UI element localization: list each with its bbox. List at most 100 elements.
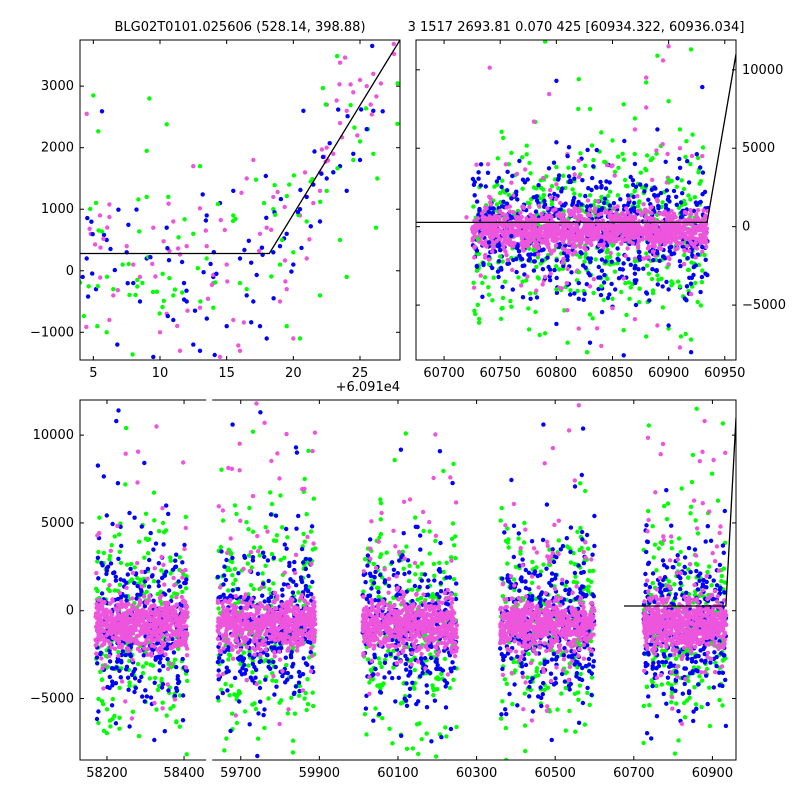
season-data-point xyxy=(490,298,495,303)
zoom-data-point xyxy=(324,188,329,193)
season-data-point xyxy=(607,292,612,297)
zoom-data-point xyxy=(317,293,323,298)
season-data-point xyxy=(646,197,651,202)
season-data-point xyxy=(648,157,653,163)
season-data-point xyxy=(679,214,685,219)
season-data-point xyxy=(678,334,684,339)
all-data-point xyxy=(107,674,113,680)
all-data-point xyxy=(250,429,256,434)
season-data-point xyxy=(566,250,572,255)
season-data-point xyxy=(658,211,664,216)
zoom-data-point xyxy=(80,280,83,285)
all-data-point xyxy=(160,700,165,705)
season-data-point xyxy=(625,193,631,198)
all-data-point xyxy=(253,675,258,680)
zoom-data-point xyxy=(96,228,101,233)
season-data-point xyxy=(520,246,525,251)
all-data-point xyxy=(94,624,99,629)
zoom-data-point xyxy=(111,287,116,292)
all-data-point xyxy=(225,688,230,693)
season-data-point xyxy=(682,210,688,215)
all-data-point xyxy=(117,726,122,731)
season-data-point xyxy=(571,231,576,236)
season-x-tick-label: 60700 xyxy=(423,366,464,381)
zoom-data-point xyxy=(352,125,357,130)
season-data-point xyxy=(635,193,640,199)
season-data-point xyxy=(472,245,477,250)
all-data-point xyxy=(269,501,275,507)
season-data-point xyxy=(698,289,703,295)
all-data-point xyxy=(161,643,166,648)
season-data-point xyxy=(531,268,537,273)
season-data-point xyxy=(486,262,492,267)
zoom-data-point xyxy=(261,200,267,206)
all-data-point xyxy=(255,571,261,576)
zoom-data-point xyxy=(90,232,95,237)
all-data-point xyxy=(267,587,272,592)
season-data-point xyxy=(554,290,560,295)
season-data-point xyxy=(526,252,531,257)
season-data-point xyxy=(593,257,598,262)
season-data-point xyxy=(671,237,676,243)
season-data-point xyxy=(686,180,692,185)
zoom-data-point xyxy=(351,90,356,95)
zoom-data-point xyxy=(154,289,160,294)
all-data-point xyxy=(235,586,241,592)
season-data-point xyxy=(587,207,593,212)
zoom-data-point xyxy=(319,171,324,176)
all-data-point xyxy=(148,530,153,536)
zoom-data-point xyxy=(107,317,112,323)
all-data-point xyxy=(129,672,135,677)
season-data-point xyxy=(643,209,648,214)
zoom-data-point xyxy=(209,282,215,288)
season-data-point xyxy=(594,326,600,331)
season-data-point xyxy=(542,215,547,221)
season-data-point xyxy=(474,162,479,167)
season-data-point xyxy=(683,154,688,160)
season-data-point xyxy=(636,267,641,272)
season-data-point xyxy=(705,272,710,278)
season-data-point xyxy=(559,214,564,219)
all-data-point xyxy=(181,460,186,465)
season-data-point xyxy=(476,170,481,175)
season-data-point xyxy=(660,142,665,147)
season-data-point xyxy=(564,281,569,286)
season-data-point xyxy=(571,166,576,171)
all-data-point xyxy=(284,526,289,532)
season-data-point xyxy=(520,263,525,269)
all-data-point xyxy=(298,575,304,580)
all-data-point xyxy=(107,685,112,691)
season-data-point xyxy=(654,148,659,153)
season-data-point xyxy=(585,228,590,233)
season-data-point xyxy=(599,284,604,289)
all-data-point xyxy=(252,664,257,670)
season-data-point xyxy=(621,328,626,333)
season-data-point xyxy=(487,222,492,228)
all-data-point xyxy=(232,675,238,681)
zoom-data-point xyxy=(307,237,312,242)
all-data-point xyxy=(251,545,257,550)
all-data-point xyxy=(168,706,173,711)
season-data-point xyxy=(526,306,531,311)
season-data-point xyxy=(698,165,703,170)
all-data-point xyxy=(162,600,167,606)
all-data-point xyxy=(183,586,189,591)
all-data-point xyxy=(218,544,224,550)
season-data-point xyxy=(500,211,505,216)
season-data-point xyxy=(644,75,649,80)
season-data-point xyxy=(554,287,559,292)
all-data-point xyxy=(242,662,247,668)
all-data-point xyxy=(139,584,144,589)
all-data-point xyxy=(221,573,227,578)
season-data-point xyxy=(481,261,486,266)
zoom-data-point xyxy=(282,204,287,210)
zoom-data-point xyxy=(218,217,223,223)
all-data-point xyxy=(161,562,166,568)
all-data-point xyxy=(101,578,107,583)
all-data-point xyxy=(126,687,131,692)
all-data-point xyxy=(155,641,160,646)
season-x-tick-label: 60950 xyxy=(704,366,745,381)
zoom-data-point xyxy=(237,256,243,261)
zoom-data-point xyxy=(231,188,236,193)
all-data-point xyxy=(255,549,261,554)
